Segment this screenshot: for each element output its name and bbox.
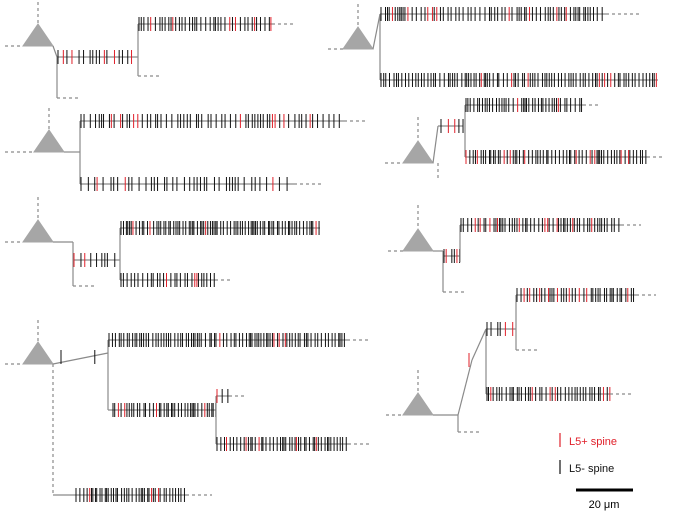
neuron-4 <box>385 98 663 180</box>
dendrite-segment <box>52 45 58 58</box>
dendrite-segment <box>52 352 109 365</box>
neuron-8 <box>386 288 656 433</box>
soma <box>402 140 434 164</box>
dendrite-segment <box>471 328 487 361</box>
neuron-7 <box>5 320 370 502</box>
neuron-2 <box>328 4 658 87</box>
dendrite-segment <box>432 125 439 164</box>
neuron-6 <box>388 205 641 293</box>
legend: L5+ spine L5- spine <box>559 433 617 475</box>
soma <box>33 129 65 153</box>
neuron-3 <box>5 108 366 191</box>
legend-negative-label: L5- spine <box>569 463 614 475</box>
soma <box>22 341 54 365</box>
neurons-layer <box>5 2 663 502</box>
neuron-1 <box>5 2 294 99</box>
legend-positive-label: L5+ spine <box>569 436 617 448</box>
scale-bar-label: 20 μm <box>589 499 620 511</box>
neuron-5 <box>5 197 320 287</box>
soma <box>342 26 374 50</box>
dendrite-segment <box>457 359 473 416</box>
soma <box>402 228 434 252</box>
soma <box>22 219 54 243</box>
soma <box>22 23 54 47</box>
soma <box>402 392 434 416</box>
scale-bar: 20 μm <box>576 488 633 511</box>
dendrite-segment <box>372 13 381 50</box>
